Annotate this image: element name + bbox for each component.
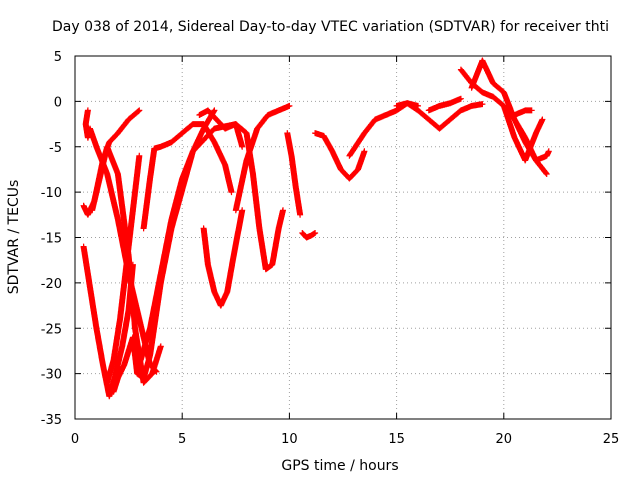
- plus-markers: [425, 95, 464, 114]
- series-track-15: [346, 100, 421, 159]
- chart-title: Day 038 of 2014, Sidereal Day-to-day VTE…: [52, 19, 609, 35]
- x-tick-label: 20: [496, 432, 513, 447]
- y-tick-label: -30: [41, 368, 62, 383]
- plus-markers: [511, 107, 535, 118]
- series-track-16: [393, 100, 486, 132]
- x-tick-label: 5: [178, 432, 186, 447]
- x-tick-label: 15: [388, 432, 405, 447]
- plus-markers: [232, 102, 293, 214]
- series-track-10: [196, 107, 286, 273]
- y-axis-label: SDTVAR / TECUs: [6, 180, 22, 295]
- y-tick-label: -10: [41, 186, 62, 201]
- y-tick-label: 5: [54, 50, 62, 65]
- series-track-17: [425, 95, 464, 114]
- y-tick-label: -15: [41, 232, 62, 247]
- series-track-5: [104, 152, 143, 386]
- series-track-8: [136, 107, 218, 368]
- plus-markers: [196, 107, 286, 273]
- series-track-19: [468, 57, 552, 164]
- plus-markers: [200, 207, 246, 309]
- plus-markers: [393, 100, 486, 132]
- series-track-13: [299, 230, 319, 241]
- data-markers: [80, 57, 552, 400]
- plus-markers: [299, 230, 319, 241]
- plus-markers: [136, 107, 218, 368]
- plus-markers: [468, 57, 552, 164]
- x-tick-label: 10: [281, 432, 298, 447]
- y-tick-label: -35: [41, 413, 62, 428]
- plus-markers: [312, 130, 368, 182]
- plus-markers: [346, 100, 421, 159]
- x-tick-label: 0: [71, 432, 79, 447]
- series-track-14: [312, 130, 368, 182]
- y-tick-label: -5: [49, 141, 62, 156]
- axis-ticks: 0 5 10 15 20 25 5 0 -5 -10 -15 -20 -25 -30 -35: [41, 50, 620, 447]
- plus-markers: [89, 143, 164, 386]
- y-tick-label: 0: [54, 95, 62, 110]
- x-axis-label: GPS time / hours: [281, 458, 398, 474]
- series-track-9: [200, 207, 246, 309]
- plus-markers: [284, 130, 304, 218]
- x-tick-label: 25: [603, 432, 620, 447]
- y-tick-label: -25: [41, 322, 62, 337]
- series-track-20: [500, 102, 546, 164]
- plus-markers: [104, 152, 143, 386]
- series-track-21: [511, 107, 535, 118]
- series-track-4: [89, 143, 164, 386]
- series-track-12: [284, 130, 304, 218]
- y-tick-label: -20: [41, 277, 62, 292]
- grid-lines: [75, 56, 611, 419]
- series-track-11: [232, 102, 293, 214]
- plus-markers: [500, 102, 546, 164]
